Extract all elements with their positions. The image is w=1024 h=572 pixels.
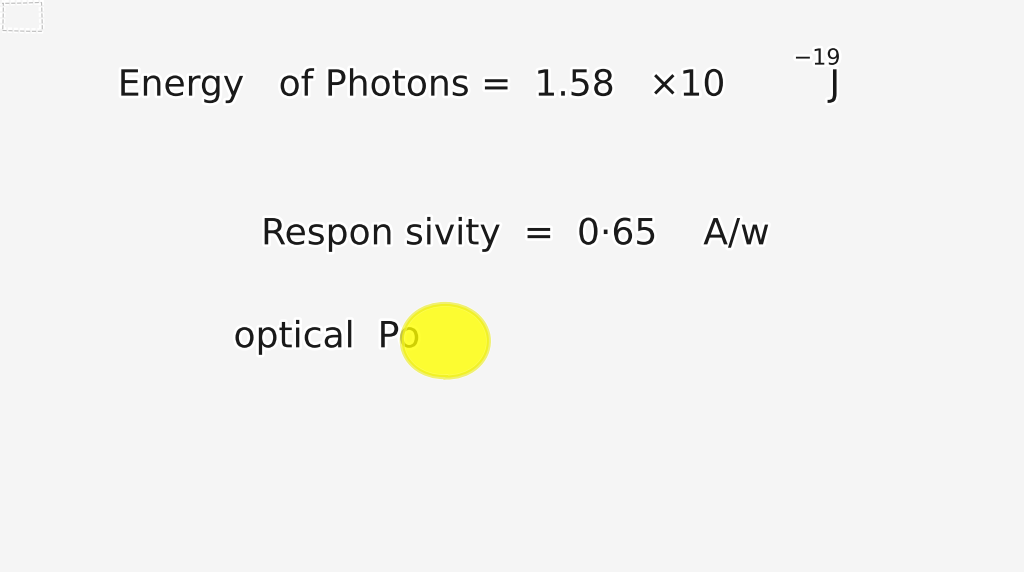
Text: J: J <box>829 69 840 102</box>
Ellipse shape <box>402 303 488 378</box>
Text: optical  Po: optical Po <box>233 320 420 354</box>
Text: −19: −19 <box>794 49 841 69</box>
Text: Respon sivity  =  0·65    A/w: Respon sivity = 0·65 A/w <box>261 217 770 251</box>
Bar <box>2 2 41 30</box>
Text: Energy   of Photons =  1.58   ×10: Energy of Photons = 1.58 ×10 <box>118 69 726 102</box>
